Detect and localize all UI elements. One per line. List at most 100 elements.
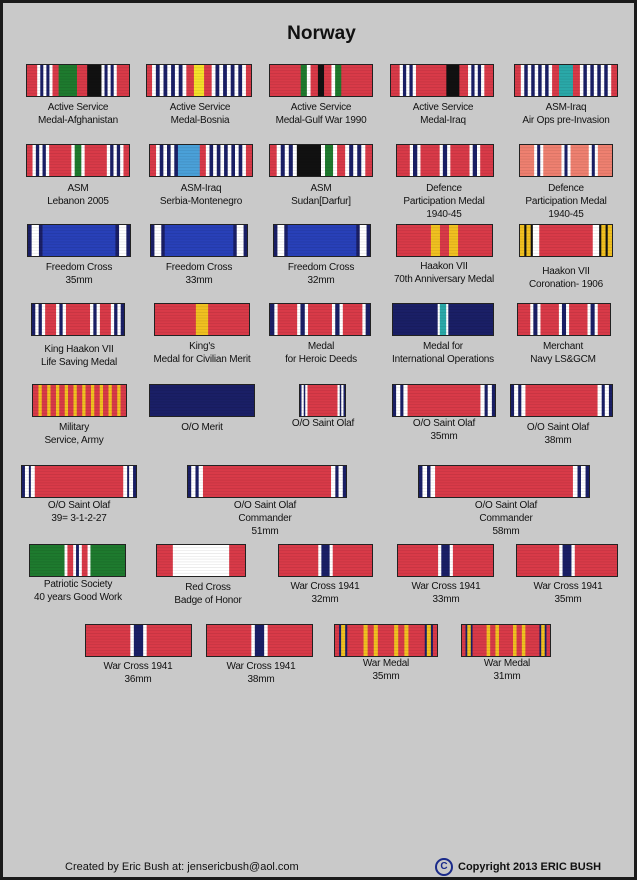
stripe-white [292,145,298,176]
stripe-red [335,625,340,656]
ribbon-medal-heroic-deeds [269,303,371,336]
stripe-navy [76,545,80,576]
stripe-navy [562,545,572,576]
stripe-navy [471,65,475,96]
ribbon-haakon-vii-coronation [519,224,613,257]
ribbon-label: ASM-Iraq Air Ops pre-Invasion [522,102,610,126]
stripe-red [202,466,332,497]
stripe-navy [215,65,220,96]
stripe-navy [539,625,542,656]
stripe-salmon [543,145,562,176]
stripe-red [572,65,581,96]
copyright-text: Copyright 2013 ERIC BUSH [458,861,602,873]
stripe-red [307,385,338,416]
stripe-white [172,545,230,576]
ribbon-label: Defence Participation Medal 1940-45 [403,183,485,220]
stripe-white [438,545,442,576]
stripe-navy [115,225,120,256]
stripe-navy [32,304,36,335]
stripe-navy [400,385,404,416]
page-title: Norway [287,23,356,44]
stripe-red [86,625,131,656]
stripe-red [245,65,251,96]
stripe-navy [597,65,602,96]
stripe-red [33,385,39,416]
stripe-white [211,65,216,96]
stripe-navy [531,65,535,96]
stripe-white [566,304,570,335]
ribbon-kings-civilian-merit [154,303,250,336]
stripe-white [520,65,525,96]
stripe-white [264,625,268,656]
ribbon-medal-international-operations [392,303,494,336]
stripe-green [58,65,78,96]
stripe-gold [55,385,60,416]
stripe-white [284,145,290,176]
ribbon-label: Red Cross Badge of Honor [174,582,242,606]
ribbon-active-service-bosnia [146,64,252,97]
stripe-navy [120,304,124,335]
ribbon-war-cross-33 [397,544,494,577]
stripe-white [534,145,538,176]
stripe-navy [430,625,434,656]
stripe-navy [365,304,370,335]
ribbon-label: Active Service Medal-Afghanistan [38,102,118,126]
stripe-red [420,145,440,176]
stripe-white [337,385,341,416]
stripe-red [50,385,57,416]
stripe-white [329,545,334,576]
stripe-green [90,545,125,576]
ribbon-active-service-afghanistan [26,64,130,97]
stripe-navy [524,65,529,96]
stripe-red [540,304,560,335]
stripe-white [567,145,571,176]
stripe-gold [495,625,500,656]
stripe-white [219,65,224,96]
stripe-navy [393,304,438,335]
stripe-navy [424,625,428,656]
stripe-gold [195,304,209,335]
stripe-navy [238,65,243,96]
stripe-red [484,65,493,96]
stripe-white [297,304,301,335]
stripe-navy [544,625,547,656]
stripe-white [331,304,336,335]
stripe-navy [583,65,588,96]
stripe-navy [402,65,407,96]
stripe-navy [300,304,306,335]
stripe-white [41,304,46,335]
stripe-white [167,65,172,96]
ribbon-label: War Cross 1941 33mm [411,581,481,605]
stripe-white [339,304,344,335]
ribbon-label: King Haakon VII Life Saving Medal [40,344,118,368]
stripe-red [407,385,481,416]
stripe-navy [188,466,192,497]
stripe-red [199,145,207,176]
stripe-red [68,385,74,416]
stripe-white [71,145,75,176]
stripe-white [321,145,326,176]
stripe-red [308,304,333,335]
stripe-white [540,145,544,176]
ribbon-label: Freedom Cross 33mm [165,262,233,286]
stripe-navy [35,145,40,176]
ribbon-label: O/O Merit [181,422,223,433]
stripe-white [90,304,94,335]
stripe-black [446,65,460,96]
ribbon-label: Haakon VII 70th Anniversary Medal [393,261,495,285]
stripe-gold [607,225,612,256]
ribbon-saint-olaf-1927 [21,465,137,498]
ribbon-haakon-vii-70th [396,224,493,257]
stripe-red [450,145,470,176]
stripe-navy [161,225,166,256]
stripe-navy [216,145,221,176]
stripe-black [530,225,534,256]
stripe-navy [472,145,478,176]
stripe-red [415,65,447,96]
stripe-red [27,145,33,176]
stripe-red [94,385,101,416]
stripe-red [332,545,372,576]
stripe-white [163,145,168,176]
stripe-navy [470,625,473,656]
stripe-white [361,145,366,176]
